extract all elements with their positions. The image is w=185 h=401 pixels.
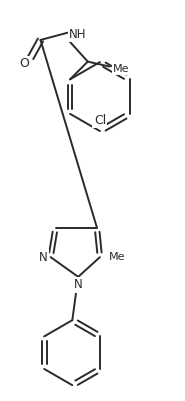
- Text: N: N: [74, 278, 83, 291]
- Text: Me: Me: [109, 252, 126, 262]
- Text: N: N: [38, 251, 47, 263]
- Text: Me: Me: [113, 63, 130, 73]
- Text: O: O: [19, 57, 29, 70]
- Text: NH: NH: [69, 28, 87, 41]
- Text: Cl: Cl: [94, 114, 106, 127]
